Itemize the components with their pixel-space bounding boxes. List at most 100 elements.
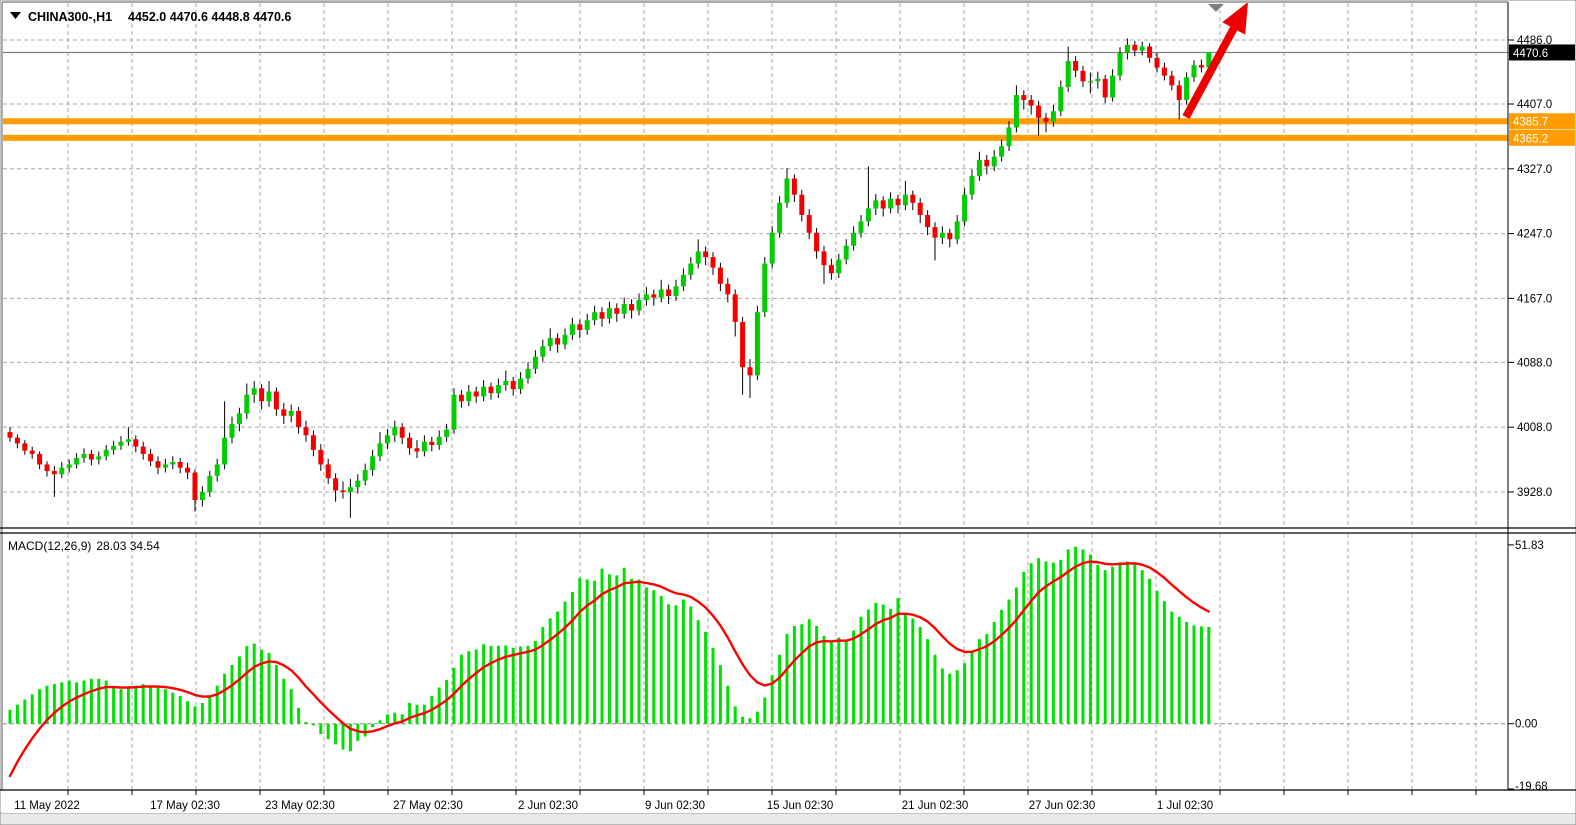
candle-body bbox=[436, 436, 442, 445]
candle-body bbox=[199, 491, 205, 501]
candle-body bbox=[984, 159, 990, 167]
macd-bar bbox=[193, 706, 197, 724]
macd-bar bbox=[467, 651, 471, 724]
macd-bar bbox=[141, 684, 145, 724]
macd-bar bbox=[770, 675, 774, 724]
macd-bar bbox=[1096, 565, 1100, 724]
macd-indicator-label: MACD(12,26,9) 28.03 34.54 bbox=[8, 539, 160, 553]
time-axis-label: 27 Jun 02:30 bbox=[1029, 800, 1096, 812]
macd-bar bbox=[718, 665, 722, 724]
chart-annotations[interactable] bbox=[1182, 2, 1248, 119]
price-axis-label: 4088.0 bbox=[1517, 357, 1552, 369]
candle-body bbox=[325, 464, 331, 479]
macd-bar bbox=[171, 692, 175, 724]
time-axis-label: 17 May 02:30 bbox=[150, 800, 220, 812]
candle-body bbox=[111, 445, 117, 450]
orange-level-lines[interactable] bbox=[3, 118, 1508, 141]
candle-body bbox=[717, 267, 723, 284]
macd-bar bbox=[815, 626, 819, 724]
time-axis-labels: 11 May 2022 17 May 02:30 23 May 02:30 27 Ma… bbox=[14, 790, 1477, 812]
price-axis-label: 4486.0 bbox=[1517, 35, 1552, 47]
macd-bar bbox=[378, 720, 382, 724]
trend-arrow-head[interactable] bbox=[1222, 2, 1248, 35]
macd-bar bbox=[126, 687, 130, 724]
candle-body bbox=[865, 208, 871, 222]
candle-body bbox=[1043, 117, 1049, 122]
macd-bar bbox=[829, 642, 833, 724]
macd-axis-label: 0.00 bbox=[1515, 719, 1537, 731]
macd-bar bbox=[274, 665, 278, 724]
candle-body bbox=[688, 263, 694, 275]
macd-bar bbox=[134, 685, 138, 724]
candle-body bbox=[562, 334, 568, 345]
symbol-dropdown-icon[interactable] bbox=[10, 12, 21, 19]
candle-body bbox=[192, 472, 198, 501]
macd-bar bbox=[570, 591, 574, 724]
macd-bar bbox=[1170, 611, 1174, 724]
macd-bar bbox=[652, 590, 656, 724]
candle-body bbox=[222, 437, 228, 465]
candle-body bbox=[939, 232, 945, 238]
macd-bar bbox=[903, 612, 907, 724]
candle-body bbox=[303, 427, 309, 436]
candle-body bbox=[392, 427, 398, 436]
macd-bar bbox=[178, 696, 182, 724]
candle-body bbox=[880, 200, 886, 209]
candle-body bbox=[1132, 44, 1138, 51]
macd-bar bbox=[963, 663, 967, 724]
candle-body bbox=[244, 394, 250, 414]
macd-histogram bbox=[8, 546, 1211, 752]
candle-body bbox=[318, 449, 324, 465]
time-axis-label: 15 Jun 02:30 bbox=[767, 800, 834, 812]
candle-body bbox=[340, 490, 346, 492]
macd-bar bbox=[82, 680, 86, 724]
macd-bar bbox=[1125, 561, 1129, 724]
macd-bar bbox=[526, 645, 530, 724]
candle-body bbox=[273, 391, 279, 410]
candle-body bbox=[266, 391, 272, 402]
candle-body bbox=[888, 198, 894, 209]
macd-bar bbox=[644, 587, 648, 724]
trend-arrow[interactable] bbox=[1182, 26, 1238, 119]
macd-bar bbox=[1118, 562, 1122, 724]
candle-body bbox=[1065, 61, 1071, 87]
macd-bar bbox=[304, 721, 308, 724]
candle-body bbox=[451, 394, 457, 430]
candle-body bbox=[1087, 81, 1093, 83]
candle-body bbox=[399, 427, 405, 438]
chart-header: CHINA300-,H1 4452.0 4470.6 4448.8 4470.6 bbox=[10, 10, 291, 24]
macd-chart-surface[interactable] bbox=[2, 533, 1508, 790]
price-axis-label: 4327.0 bbox=[1517, 164, 1552, 176]
candle-body bbox=[762, 263, 768, 313]
macd-bar bbox=[896, 598, 900, 724]
macd-bar bbox=[778, 654, 782, 724]
macd-bar bbox=[1022, 571, 1026, 724]
candle-body bbox=[370, 456, 376, 471]
candle-body bbox=[162, 464, 168, 468]
candle-body bbox=[740, 321, 746, 368]
macd-bar bbox=[704, 631, 708, 724]
macd-signal-line bbox=[8, 560, 1211, 778]
time-axis-area[interactable] bbox=[2, 791, 1576, 813]
macd-bar bbox=[474, 649, 478, 724]
macd-bar bbox=[104, 680, 108, 724]
macd-bar bbox=[385, 714, 389, 724]
time-axis-label: 9 Jun 02:30 bbox=[645, 800, 705, 812]
macd-bar bbox=[748, 718, 752, 724]
candle-body bbox=[621, 304, 627, 314]
candle-body bbox=[799, 194, 805, 215]
price-axis-labels: 4486.0 4407.0 4327.0 4247.0 4167.0 4088.0 4008… bbox=[1508, 35, 1575, 793]
candle-body bbox=[732, 294, 738, 322]
macd-bar bbox=[1000, 609, 1004, 724]
macd-bar bbox=[237, 656, 241, 724]
macd-bar bbox=[563, 601, 567, 724]
time-axis-label: 27 May 02:30 bbox=[393, 800, 463, 812]
candle-body bbox=[629, 304, 635, 311]
macd-bar bbox=[1199, 626, 1203, 724]
candle-body bbox=[954, 221, 960, 240]
macd-bar bbox=[230, 665, 234, 724]
macd-bar bbox=[637, 579, 641, 724]
main-chart-surface[interactable] bbox=[2, 2, 1508, 528]
candle-body bbox=[673, 286, 679, 296]
macd-bar bbox=[149, 685, 153, 724]
